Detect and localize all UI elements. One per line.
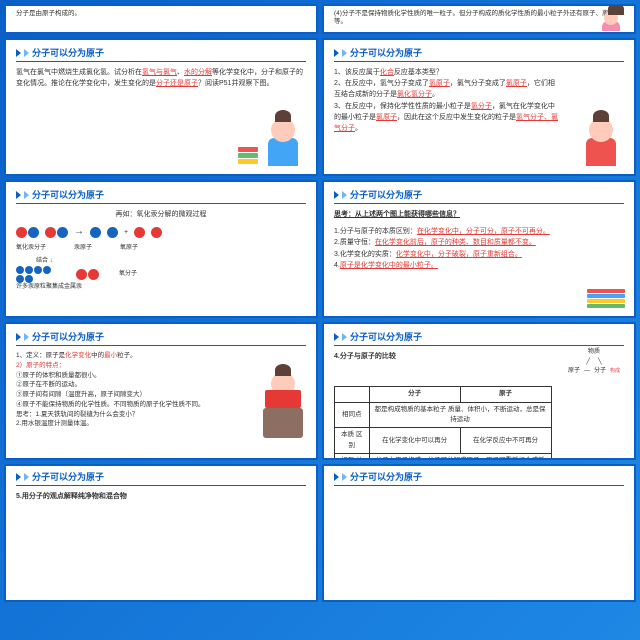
slide-title: 分子可以分为原子 <box>32 470 104 483</box>
slide-partial-10: 分子可以分为原子 <box>322 464 636 602</box>
slide-6: 分子可以分为原子 思考：从上述两个图上能获得哪些信息？ 1.分子与原子的本质区别… <box>322 180 636 318</box>
slide-7: 分子可以分为原子 1、定义：原子是化学变化中的最小粒子。 2）原子的特点： ①原… <box>4 322 318 460</box>
slide-title: 分子可以分为原子 <box>32 188 104 201</box>
slide-title: 分子可以分为原子 <box>350 46 422 59</box>
slide-header: 分子可以分为原子 <box>16 470 306 486</box>
partial-text: 5.用分子的观点解释纯净物和混合物 <box>16 491 306 502</box>
slide-5: 分子可以分为原子 再如：氧化汞分解的微观过程 → + 氧化汞分子 汞原子 氧原子 <box>4 180 318 318</box>
partial-text: 分子是由原子构成的。 <box>16 10 81 17</box>
slide-header: 分子可以分为原子 <box>334 470 624 486</box>
running-boy-illustration <box>576 111 626 166</box>
teacher-illustration <box>258 368 308 438</box>
slide-content: 1、该反应属于化合反应基本类型？ 2、在反应中，氢气分子变成了氢原子，氯气分子变… <box>334 67 560 134</box>
slide-content: 4.分子与原子的比较 物质 ╱╲ 原子 — 分子 构成 分子原子 相同点都是构成… <box>334 351 624 460</box>
slide-title: 分子可以分为原子 <box>350 470 422 483</box>
slide-partial-1: 分子是由原子构成的。 <box>4 4 318 34</box>
molecule-diagram: 再如：氧化汞分解的微观过程 → + 氧化汞分子 汞原子 氧原子 结合 ↓ <box>16 209 306 293</box>
comparison-table: 分子原子 相同点都是构成物质的基本粒子 质量、体积小，不断运动，总是保持运动 本… <box>334 386 552 460</box>
structure-diagram: 物质 ╱╲ 原子 — 分子 构成 <box>568 348 620 377</box>
slide-4: 分子可以分为原子 1、该反应属于化合反应基本类型？ 2、在反应中，氢气分子变成了… <box>322 38 636 176</box>
slide-header: 分子可以分为原子 <box>334 46 624 62</box>
slide-title: 分子可以分为原子 <box>350 330 422 343</box>
reading-boy-illustration <box>258 111 308 166</box>
slide-header: 分子可以分为原子 <box>334 188 624 204</box>
slide-content: 氢气在氯气中燃烧生成氯化氢。试分析在氢气与氯气、水的分解等化学变化中，分子和原子… <box>16 67 306 89</box>
slide-8: 分子可以分为原子 4.分子与原子的比较 物质 ╱╲ 原子 — 分子 构成 分子原… <box>322 322 636 460</box>
slide-title: 分子可以分为原子 <box>32 46 104 59</box>
slide-content: 思考：从上述两个图上能获得哪些信息？ 1.分子与原子的本质区别：在化学变化中，分… <box>334 209 566 271</box>
books-illustration <box>586 278 626 308</box>
slide-header: 分子可以分为原子 <box>334 330 624 346</box>
slide-header: 分子可以分为原子 <box>16 330 306 346</box>
slide-title: 分子可以分为原子 <box>350 188 422 201</box>
slide-header: 分子可以分为原子 <box>16 188 306 204</box>
slide-title: 分子可以分为原子 <box>32 330 104 343</box>
slide-header: 分子可以分为原子 <box>16 46 306 62</box>
slide-partial-2: (4)分子不是保持物质化学性质的唯一粒子。但分子构成的质化学性质的最小粒子外还有… <box>322 4 636 34</box>
partial-text: (4)分子不是保持物质化学性质的唯一粒子。但分子构成的质化学性质的最小粒子外还有… <box>334 10 615 25</box>
slide-partial-9: 分子可以分为原子 5.用分子的观点解释纯净物和混合物 <box>4 464 318 602</box>
slide-content: 1、定义：原子是化学变化中的最小粒子。 2）原子的特点： ①原子的体积和质量都很… <box>16 351 225 429</box>
slide-3: 分子可以分为原子 氢气在氯气中燃烧生成氯化氢。试分析在氢气与氯气、水的分解等化学… <box>4 38 318 176</box>
